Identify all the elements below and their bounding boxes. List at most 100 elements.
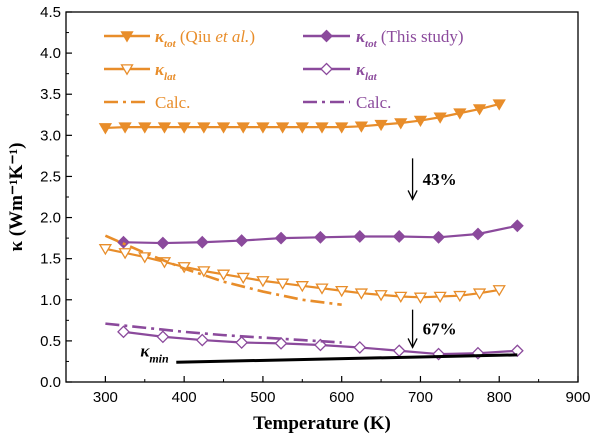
data-point — [235, 234, 249, 247]
data-point — [314, 230, 327, 244]
data-point — [156, 330, 170, 344]
data-point — [197, 266, 211, 278]
data-point — [492, 99, 506, 111]
legend: κtot (Qiu et al.) κtot (This study) κlat κl… — [104, 27, 464, 112]
series-6 — [176, 353, 518, 364]
data-point — [156, 236, 170, 250]
legend-label: κtot (This study) — [356, 27, 464, 50]
data-point — [256, 276, 270, 288]
data-point — [492, 285, 506, 297]
data-point — [433, 112, 447, 124]
data-point — [195, 235, 209, 249]
data-point — [413, 292, 428, 304]
legend-label: κlat — [155, 60, 177, 83]
y-tick-label: 2.5 — [40, 168, 61, 185]
data-point — [453, 290, 467, 303]
data-point — [274, 336, 288, 350]
x-tick-label: 400 — [172, 389, 197, 406]
series-line — [176, 353, 518, 364]
x-axis-title: Temperature (K) — [253, 413, 391, 434]
data-point — [453, 108, 467, 120]
data-point — [472, 288, 487, 300]
data-point — [510, 219, 524, 233]
data-point — [197, 122, 211, 134]
legend-label: κtot (Qiu et al.) — [155, 27, 255, 50]
data-point — [392, 230, 406, 243]
arrow-head — [407, 338, 418, 349]
data-point — [295, 281, 309, 293]
data-point — [295, 122, 309, 134]
legend-marker — [120, 31, 134, 43]
reduction-label: 43% — [423, 170, 457, 189]
x-tick-label: 700 — [408, 389, 433, 406]
data-point — [256, 122, 270, 134]
y-tick-label: 1.5 — [40, 251, 61, 268]
y-tick-label: 1.0 — [40, 292, 61, 309]
data-point — [216, 269, 231, 281]
data-point — [394, 291, 408, 303]
data-point — [118, 248, 132, 260]
legend-item-3: κlat — [303, 60, 378, 83]
data-point — [335, 285, 349, 298]
y-tick-label: 0.5 — [40, 333, 61, 350]
data-point — [235, 336, 249, 349]
legend-item-5: Calc. — [303, 93, 391, 112]
series-2 — [98, 244, 506, 304]
data-point — [374, 290, 388, 302]
data-point — [98, 244, 113, 256]
data-point — [177, 122, 191, 134]
data-point — [353, 230, 367, 243]
reduction-label: 67% — [423, 320, 457, 339]
legend-item-2: κlat — [104, 60, 177, 83]
data-point — [472, 104, 487, 116]
data-point — [98, 123, 113, 135]
x-tick-label: 900 — [565, 389, 590, 406]
y-tick-label: 0.0 — [40, 374, 61, 391]
y-tick-label: 3.0 — [40, 127, 61, 144]
legend-marker — [320, 29, 333, 43]
axes: 300 400 500 600 700 800 900 0.0 0.5 1.0 1.5 2.0 2.5 3… — [6, 4, 591, 434]
legend-label: κlat — [356, 60, 378, 83]
data-point — [354, 121, 369, 133]
data-point — [392, 344, 406, 358]
legend-marker — [120, 64, 134, 76]
data-point — [471, 227, 485, 241]
data-point — [315, 122, 329, 134]
x-tick-label: 800 — [487, 389, 512, 406]
data-point — [374, 119, 388, 132]
data-point — [236, 272, 250, 285]
data-point — [335, 122, 349, 134]
data-point — [413, 115, 428, 128]
data-point — [394, 118, 408, 130]
data-point — [432, 230, 445, 244]
data-point — [275, 122, 290, 134]
series-0 — [98, 99, 506, 135]
y-tick-label: 2.0 — [40, 210, 61, 227]
series-5 — [105, 322, 342, 344]
data-point — [157, 122, 172, 134]
data-point — [315, 283, 329, 295]
data-point — [275, 278, 290, 290]
x-tick-label: 600 — [329, 389, 354, 406]
kappa-min-label: κmin — [140, 341, 169, 365]
data-point — [236, 122, 250, 134]
data-point — [118, 122, 132, 134]
data-point — [195, 333, 209, 347]
data-point — [433, 291, 447, 303]
series-1 — [117, 219, 524, 250]
series-layer — [98, 99, 524, 364]
series-line — [105, 322, 342, 344]
legend-item-4: Calc. — [104, 93, 190, 112]
data-point — [138, 122, 152, 134]
data-point — [216, 122, 231, 134]
annotations: 43% 67% κmin — [140, 158, 457, 365]
legend-label: Calc. — [356, 93, 391, 112]
legend-item-0: κtot (Qiu et al.) — [104, 27, 255, 50]
legend-label: Calc. — [155, 93, 190, 112]
y-tick-label: 4.0 — [40, 45, 61, 62]
data-point — [353, 341, 367, 354]
x-tick-label: 300 — [93, 389, 118, 406]
y-tick-label: 4.5 — [40, 4, 61, 21]
legend-item-1: κtot (This study) — [303, 27, 464, 50]
